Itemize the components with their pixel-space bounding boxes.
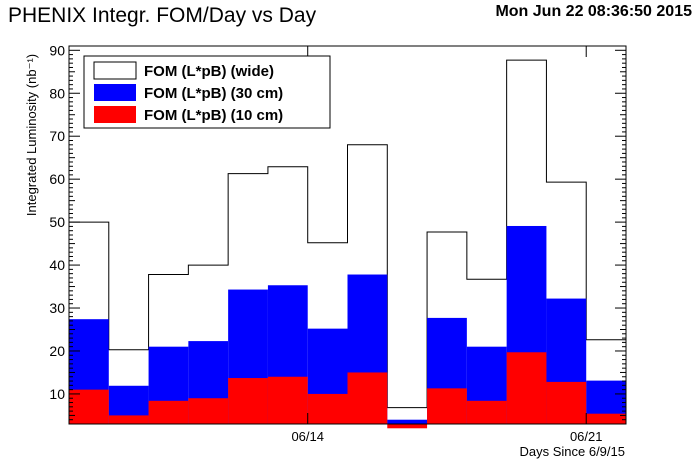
- axes-layer: 10 20 30 40 50 60 70 80 90 06/14 06/21: [49, 42, 627, 444]
- legend-swatch: [94, 84, 136, 101]
- bar: [586, 413, 626, 424]
- bars-layer: [68, 59, 627, 429]
- y-tick-label: 50: [49, 214, 65, 230]
- legend-label: FOM (L*pB) (10 cm): [144, 107, 283, 124]
- legend-swatch: [93, 61, 137, 80]
- y-axis-label: Integrated Luminosity (nb⁻¹): [24, 54, 39, 216]
- series-outline: [68, 59, 627, 424]
- bar: [69, 389, 109, 424]
- bar: [148, 400, 189, 424]
- bar: [466, 400, 507, 424]
- y-tick-label: 40: [49, 257, 65, 273]
- bar: [188, 398, 229, 424]
- bar: [307, 393, 348, 424]
- bar: [427, 388, 467, 424]
- y-tick-label: 20: [49, 343, 65, 359]
- y-tick-label: 90: [49, 42, 65, 58]
- bar: [347, 372, 388, 424]
- x-tick-label: 06/14: [291, 429, 324, 444]
- legend-swatch: [94, 106, 136, 123]
- bar: [387, 424, 428, 429]
- bar: [387, 419, 428, 424]
- y-tick-label: 30: [49, 300, 65, 316]
- y-tick-label: 70: [49, 128, 65, 144]
- legend-label: FOM (L*pB) (wide): [144, 63, 274, 80]
- y-tick-label: 60: [49, 171, 65, 187]
- bar: [267, 376, 308, 424]
- x-axis-label: Days Since 6/9/15: [519, 444, 625, 459]
- y-tick-label: 10: [49, 386, 65, 402]
- legend: FOM (L*pB) (wide) FOM (L*pB) (30 cm) FOM (…: [83, 55, 331, 129]
- bar: [108, 415, 149, 424]
- bar: [228, 378, 268, 424]
- legend-label: FOM (L*pB) (30 cm): [144, 85, 283, 102]
- x-tick-label: 06/21: [570, 429, 603, 444]
- series-fom-l-pb-10-cm: [69, 352, 626, 429]
- timestamp: Mon Jun 22 08:36:50 2015: [495, 3, 692, 20]
- bar: [546, 381, 587, 424]
- y-tick-label: 80: [49, 85, 65, 101]
- series-fom-l-pb-wide: [68, 59, 627, 424]
- bar: [506, 352, 547, 424]
- chart-title: PHENIX Integr. FOM/Day vs Day: [8, 4, 317, 27]
